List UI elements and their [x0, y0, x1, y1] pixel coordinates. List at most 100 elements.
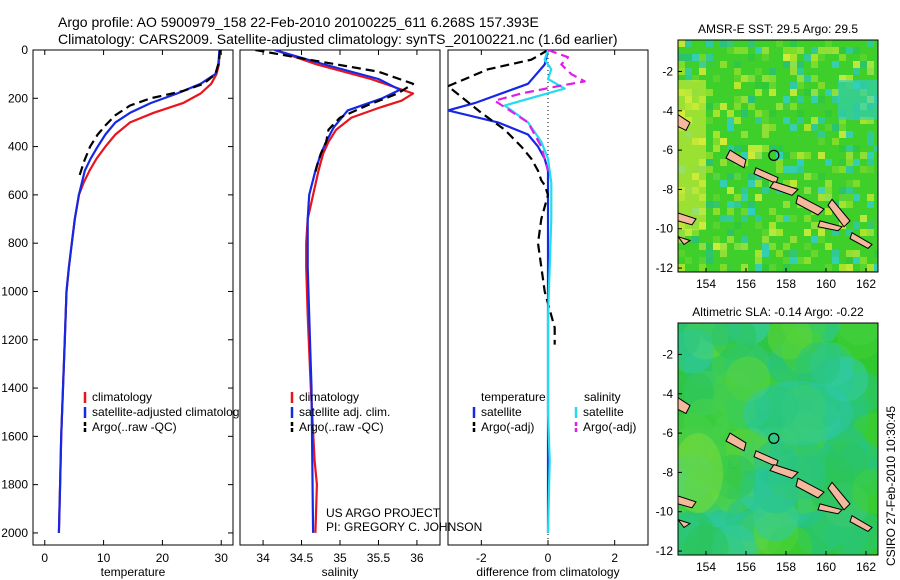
island	[678, 236, 692, 246]
x-axis-label: salinity	[322, 565, 359, 579]
series-line-satellite	[503, 50, 566, 533]
island	[678, 519, 692, 529]
island	[769, 181, 799, 196]
y-tick-label: 600	[8, 188, 28, 202]
x-tick-label: 34.5	[290, 551, 314, 565]
y-tick-label: -12	[656, 261, 674, 275]
credit-line-2: PI: GREGORY C. JOHNSON	[326, 520, 482, 534]
map-field	[678, 40, 878, 272]
x-tick-label: 35.5	[367, 551, 391, 565]
y-tick-label: -6	[662, 143, 673, 157]
island	[795, 477, 825, 499]
argo-float-marker	[768, 149, 780, 161]
series-line-argo-raw-qc-	[255, 50, 415, 176]
plot-frame	[239, 49, 441, 546]
legend-label: satellite adj. clim.	[299, 405, 390, 419]
legend-label: Argo(-adj)	[583, 420, 636, 434]
legend-label: Argo(-adj)	[481, 420, 534, 434]
y-tick-label: 1400	[1, 381, 28, 395]
x-tick-label: 2	[611, 551, 618, 565]
y-tick-label: 800	[8, 236, 28, 250]
y-tick-label: 200	[8, 91, 28, 105]
y-tick-label: 0	[21, 43, 28, 57]
series-line-argo-raw-qc-	[78, 50, 222, 176]
plot-frame	[32, 49, 234, 546]
x-tick-label: 156	[736, 277, 756, 291]
header-line-1: Argo profile: AO 5900979_158 22-Feb-2010…	[58, 14, 539, 30]
map-title: Altimetric SLA: -0.14 Argo: -0.22	[692, 305, 864, 319]
y-tick-label: -10	[656, 505, 674, 519]
island	[849, 514, 873, 533]
x-tick-label: 34	[256, 551, 270, 565]
island	[795, 194, 825, 216]
map-title: AMSR-E SST: 29.5 Argo: 29.5	[698, 22, 858, 36]
map-frame	[677, 39, 879, 273]
y-tick-label: -8	[662, 182, 673, 196]
y-tick-label: 1600	[1, 429, 28, 443]
map-panels: AMSR-E SST: 29.5 Argo: 29.5 154 156 158 160 1…	[656, 22, 879, 574]
legend-label: Argo(..raw -QC)	[299, 420, 384, 434]
island	[769, 464, 799, 479]
legend-label: Argo(..raw -QC)	[92, 420, 177, 434]
legend-label: climatology	[92, 390, 152, 404]
argo-float-marker	[768, 432, 780, 444]
legend-label: satellite-adjusted climatology	[92, 405, 245, 419]
island	[678, 495, 697, 509]
x-tick-label: 10	[97, 551, 111, 565]
island	[725, 432, 747, 452]
x-tick-label: 154	[696, 277, 716, 291]
map-sla_map: Altimetric SLA: -0.14 Argo: -0.22 154 156 1…	[656, 305, 879, 574]
y-tick-label: -10	[656, 222, 674, 236]
island	[725, 149, 747, 169]
x-tick-label: 160	[816, 560, 836, 574]
map-sst_map: AMSR-E SST: 29.5 Argo: 29.5 154 156 158 160 1…	[656, 22, 879, 291]
map-field	[678, 323, 878, 555]
panel-salinity: 34 34.5 35 35.5 36 salinity climatologysatelli…	[239, 49, 441, 579]
x-axis-label: difference from climatology	[476, 565, 619, 579]
x-tick-label: 154	[696, 560, 716, 574]
legend-title-salinity: salinity	[584, 390, 621, 404]
island	[678, 212, 697, 226]
legend-label: satellite	[481, 405, 522, 419]
island	[827, 481, 851, 511]
x-tick-label: 20	[156, 551, 170, 565]
header-line-2: Climatology: CARS2009. Satellite-adjuste…	[58, 31, 618, 47]
y-tick-label: 1800	[1, 478, 28, 492]
panel-temperature: 0 200 400 600 800 1000 1200 1400 1600 1800 2000 0 10…	[1, 43, 245, 579]
x-tick-label: 36	[410, 551, 424, 565]
y-tick-label: -12	[656, 544, 674, 558]
y-tick-label: -8	[662, 465, 673, 479]
x-tick-label: 162	[856, 560, 876, 574]
y-tick-label: -2	[662, 64, 673, 78]
x-tick-label: 162	[856, 277, 876, 291]
x-tick-label: 156	[736, 560, 756, 574]
y-tick-label: 1000	[1, 284, 28, 298]
series-line-satellite-adjusted-climatology	[57, 50, 221, 533]
credit-line-1: US ARGO PROJECT	[326, 506, 441, 520]
x-tick-label: -2	[476, 551, 487, 565]
legend-title-temperature: temperature	[481, 390, 546, 404]
island	[817, 503, 843, 515]
legend-label: satellite	[583, 405, 624, 419]
x-tick-label: 0	[545, 551, 552, 565]
island	[678, 397, 691, 415]
x-tick-label: 158	[776, 560, 796, 574]
x-tick-label: 35	[333, 551, 347, 565]
x-tick-label: 160	[816, 277, 836, 291]
x-tick-label: 0	[41, 551, 48, 565]
y-tick-label: 400	[8, 140, 28, 154]
timestamp: CSIRO 27-Feb-2010 10:30:45	[884, 406, 898, 566]
x-tick-label: 30	[215, 551, 229, 565]
y-tick-label: -6	[662, 426, 673, 440]
series-line-argo-adj-	[493, 50, 586, 171]
y-tick-label: 1200	[1, 333, 28, 347]
y-tick-label: -4	[662, 104, 673, 118]
island	[678, 114, 691, 132]
legend-label: climatology	[299, 390, 359, 404]
x-axis-label: temperature	[101, 565, 166, 579]
y-tick-label: 2000	[1, 526, 28, 540]
island	[849, 231, 873, 250]
island	[817, 220, 843, 232]
